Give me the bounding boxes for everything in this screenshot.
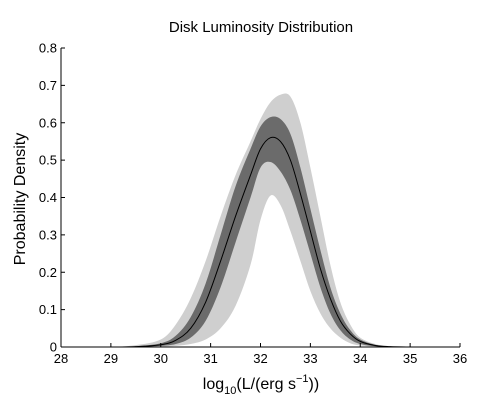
chart-title: Disk Luminosity Distribution [169, 19, 353, 36]
x-tick-label: 35 [403, 351, 417, 366]
x-tick-label: 32 [253, 351, 267, 366]
y-tick-label: 0.3 [39, 227, 57, 242]
x-axis-label-sub: 10 [224, 385, 236, 397]
median-line [110, 136, 411, 348]
x-tick-label: 29 [104, 351, 118, 366]
y-ticks: 0 0.1 0.2 0.3 0.4 0.5 0.6 0.7 0.8 [39, 41, 65, 355]
y-tick-label: 0 [50, 340, 57, 355]
x-axis-label-mid: (L/(erg s [236, 376, 296, 393]
x-axis-label-end: )) [309, 376, 320, 393]
plot-area [110, 93, 411, 348]
x-tick-label: 31 [203, 351, 217, 366]
y-tick-label: 0.1 [39, 302, 57, 317]
y-tick-label: 0.2 [39, 265, 57, 280]
x-tick-label: 36 [453, 351, 467, 366]
x-axis-label-base: log [203, 376, 224, 393]
y-tick-label: 0.4 [39, 190, 57, 205]
x-axis-label: log10(L/(erg s−1)) [203, 373, 319, 397]
y-tick-label: 0.8 [39, 41, 57, 56]
y-axis-label: Probability Density [12, 133, 29, 266]
x-axis-label-sup: −1 [296, 373, 309, 385]
y-tick-label: 0.6 [39, 115, 57, 130]
x-tick-label: 30 [154, 351, 168, 366]
inner-confidence-band [110, 116, 411, 348]
y-tick-label: 0.7 [39, 78, 57, 93]
x-tick-label: 34 [353, 351, 367, 366]
y-tick-label: 0.5 [39, 153, 57, 168]
x-tick-label: 33 [303, 351, 317, 366]
x-tick-label: 28 [54, 351, 68, 366]
x-ticks: 28 29 30 31 32 33 34 35 36 [54, 343, 467, 366]
